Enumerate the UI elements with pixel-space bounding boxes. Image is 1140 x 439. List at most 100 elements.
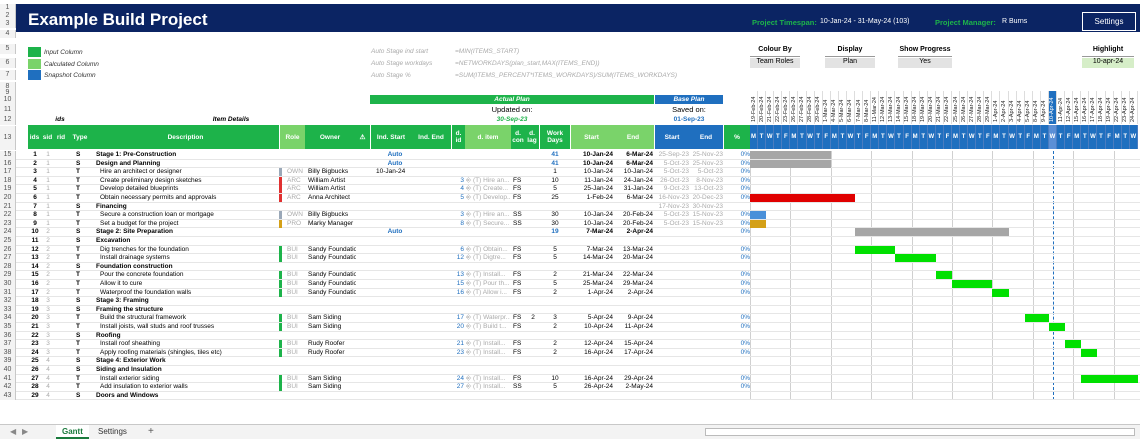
cell-ind-start[interactable]: Auto — [387, 159, 403, 167]
cell-role[interactable] — [287, 366, 305, 375]
cell-description[interactable]: Stage 1: Pre-Construction — [96, 151, 177, 158]
cell-role[interactable]: BUI — [287, 245, 298, 253]
row-number[interactable]: 31 — [0, 288, 16, 298]
cell-start[interactable]: 1-Apr-24 — [587, 288, 613, 296]
cell-d-id[interactable]: 16 — [456, 288, 464, 296]
cell-d-lag[interactable]: 2 — [531, 314, 535, 322]
cell-d-item[interactable]: ⎆ (T) Digtre... — [466, 254, 506, 262]
gantt-bar[interactable] — [855, 245, 896, 254]
row-number[interactable]: 40 — [0, 366, 16, 375]
cell-d-con[interactable]: FS — [513, 340, 522, 348]
col-d-item[interactable]: d. item — [465, 125, 511, 149]
row-number[interactable]: 3 — [0, 20, 16, 28]
cell-work-days[interactable]: 30 — [551, 219, 559, 227]
cell-rid[interactable] — [56, 314, 66, 323]
cell-sid[interactable]: 1 — [46, 194, 50, 201]
cell-d-item[interactable]: ⎆ (T) Hire an... — [466, 176, 510, 184]
cell-role[interactable]: BUI — [287, 288, 298, 296]
cell-id[interactable]: 3 — [33, 168, 37, 176]
table-row[interactable]: 1 1 S Stage 1: Pre-Construction Auto 41 10-Jan… — [16, 151, 1140, 160]
cell-d-con[interactable]: FS — [513, 280, 522, 287]
cell-work-days[interactable] — [540, 306, 570, 315]
cell-end[interactable]: 2-Apr-24 — [627, 288, 653, 296]
cell-id[interactable]: 19 — [31, 305, 39, 313]
cell-pct[interactable] — [724, 203, 750, 212]
row-number[interactable]: 7 — [0, 70, 16, 80]
cell-d-id[interactable]: 12 — [456, 254, 464, 262]
cell-work-days[interactable]: 30 — [551, 211, 559, 219]
cell-owner[interactable]: Billy Bigbucks — [308, 211, 349, 219]
cell-work-days[interactable]: 19 — [551, 228, 559, 236]
cell-d-lag[interactable] — [527, 289, 539, 298]
cell-pct[interactable] — [724, 392, 750, 401]
cell-d-lag[interactable] — [527, 383, 539, 392]
row-number[interactable]: 4 — [0, 30, 16, 38]
table-row[interactable]: 21 3 T Install joists, wall studs and roof … — [16, 323, 1140, 332]
cell-end[interactable]: 13-Mar-24 — [623, 245, 653, 253]
cell-pct[interactable] — [724, 366, 750, 375]
cell-pct[interactable] — [724, 332, 750, 341]
cell-d-item[interactable]: ⎆ (T) Install... — [466, 271, 506, 279]
cell-owner[interactable]: William Artist — [308, 185, 346, 193]
cell-base-end[interactable] — [689, 297, 723, 306]
cell-description[interactable]: Set a budget for the project — [100, 219, 179, 227]
cell-base-start[interactable]: 5-Oct-23 — [663, 159, 689, 167]
cell-d-id[interactable]: 23 — [456, 348, 464, 356]
cell-type[interactable]: T — [76, 194, 80, 201]
cell-sid[interactable]: 2 — [46, 254, 50, 262]
cell-id[interactable]: 6 — [33, 194, 37, 201]
cell-d-con[interactable] — [513, 228, 525, 237]
col-rid[interactable]: rid — [54, 125, 68, 149]
cell-base-start[interactable]: 17-Nov-23 — [658, 202, 689, 210]
cell-rid[interactable] — [56, 203, 66, 212]
cell-id[interactable]: 10 — [31, 228, 39, 236]
cell-sid[interactable]: 3 — [46, 314, 50, 322]
cell-base-end[interactable] — [689, 237, 723, 246]
tab-gantt[interactable]: Gantt — [56, 425, 89, 439]
highlight-date-input[interactable]: 10-apr-24 — [1082, 58, 1134, 68]
gantt-bar[interactable] — [952, 280, 993, 288]
cell-role[interactable]: BUI — [287, 280, 298, 287]
gantt-bar[interactable] — [1024, 314, 1049, 323]
col-d-con[interactable]: d. con — [511, 125, 525, 149]
cell-d-con[interactable] — [513, 160, 525, 169]
cell-end[interactable]: 24-Jan-24 — [623, 176, 653, 184]
cell-work-days[interactable]: 3 — [553, 314, 557, 322]
cell-d-id[interactable] — [452, 160, 464, 169]
cell-d-lag[interactable] — [527, 280, 539, 289]
cell-id[interactable]: 7 — [33, 202, 37, 210]
cell-owner[interactable]: Rudy Roofer — [308, 340, 345, 348]
cell-role[interactable] — [287, 297, 305, 306]
cell-d-lag[interactable] — [527, 392, 539, 401]
cell-work-days[interactable] — [540, 203, 570, 212]
cell-rid[interactable] — [56, 297, 66, 306]
settings-button[interactable]: Settings — [1082, 12, 1136, 31]
cell-d-id[interactable]: 27 — [456, 383, 464, 391]
cell-d-lag[interactable] — [527, 271, 539, 280]
cell-pct[interactable] — [724, 297, 750, 306]
table-row[interactable]: 26 4 S Siding and Insulation — [16, 366, 1140, 375]
cell-description[interactable]: Excavation — [96, 237, 131, 244]
cell-ind-start[interactable] — [376, 194, 414, 203]
gantt-bar[interactable] — [1048, 323, 1066, 331]
cell-rid[interactable] — [56, 185, 66, 194]
cell-sid[interactable]: 3 — [46, 323, 50, 330]
row-number[interactable]: 6 — [0, 58, 16, 68]
row-number[interactable]: 30 — [0, 280, 16, 289]
cell-d-lag[interactable] — [527, 177, 539, 186]
cell-owner[interactable] — [308, 392, 356, 401]
cell-owner[interactable] — [308, 332, 356, 341]
gantt-bar[interactable] — [855, 228, 1009, 237]
cell-d-id[interactable]: 24 — [456, 374, 464, 382]
cell-pct[interactable]: 0% — [740, 374, 750, 382]
row-number[interactable]: 26 — [0, 245, 16, 255]
cell-type[interactable]: T — [76, 219, 80, 227]
cell-base-end[interactable]: 20-Dec-23 — [692, 194, 723, 201]
cell-sid[interactable]: 3 — [46, 297, 50, 305]
table-row[interactable]: 28 4 T Add insulation to exterior walls BUI S… — [16, 383, 1140, 392]
cell-start[interactable] — [573, 392, 613, 401]
cell-owner[interactable]: William Artist — [308, 176, 346, 184]
cell-work-days[interactable]: 5 — [553, 185, 557, 193]
cell-d-id[interactable]: 13 — [456, 271, 464, 279]
cell-base-start[interactable] — [655, 280, 689, 289]
